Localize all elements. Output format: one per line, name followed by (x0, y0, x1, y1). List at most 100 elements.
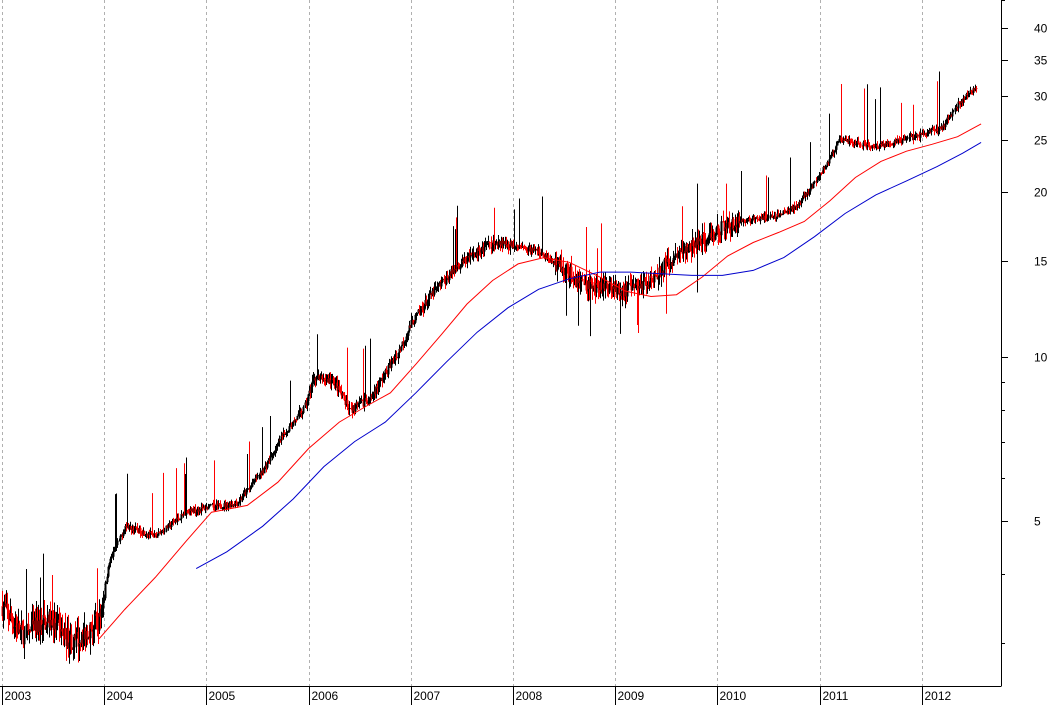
candle-body (395, 356, 398, 359)
candle-body (667, 258, 670, 263)
candle-body (642, 280, 645, 290)
x-tick-label-2011: 2011 (823, 689, 849, 703)
candle-body (207, 506, 210, 510)
candle-body (897, 139, 900, 142)
candle-body (581, 278, 584, 280)
candle-body (951, 111, 954, 117)
candle-body (115, 545, 118, 548)
candle-body (480, 249, 483, 253)
candle-body (457, 265, 460, 267)
candle-body (816, 180, 819, 183)
candle-body (825, 165, 828, 167)
candle-body (300, 410, 303, 415)
candle-body (924, 133, 927, 135)
candle-body (723, 221, 726, 231)
candle-body (608, 284, 611, 293)
candle-body (250, 486, 253, 488)
candle-body (275, 447, 278, 451)
candle-body (405, 336, 408, 341)
candle-body (11, 618, 14, 624)
candle-body (426, 301, 429, 305)
candle-body (379, 379, 382, 382)
candle-body (570, 266, 573, 279)
candle-body (212, 504, 215, 508)
moving-average-fast-line (98, 123, 982, 640)
candle-body (167, 523, 170, 529)
candle-body (471, 254, 474, 256)
candle-body (45, 627, 48, 630)
candle-body (808, 191, 811, 195)
candle-body (154, 533, 157, 535)
candle-body (372, 393, 375, 396)
candle-body (892, 143, 895, 145)
candle-body (252, 480, 255, 483)
candle-body (6, 603, 9, 610)
candle-body (263, 467, 266, 474)
candle-body (461, 261, 464, 266)
candle-body (972, 88, 975, 93)
candle-body (443, 278, 446, 280)
y-tick-label-5: 5 (1034, 515, 1041, 529)
candle-body (919, 132, 922, 138)
candle-body (518, 245, 521, 249)
candle-body (237, 502, 240, 506)
candle-body (67, 628, 70, 648)
candle-body (285, 432, 288, 435)
candle-body (488, 241, 491, 243)
candle-body (70, 634, 73, 650)
candle-body (306, 401, 309, 406)
candle-body (408, 325, 411, 332)
candle-body (783, 210, 786, 212)
y-tick-label-15: 15 (1034, 255, 1048, 269)
candle-body (209, 504, 212, 506)
candle-body (267, 460, 270, 464)
candle-body (163, 531, 166, 533)
candle-body (863, 142, 866, 144)
candle-body (21, 625, 24, 630)
candle-body (742, 219, 745, 222)
candle-body (627, 283, 630, 286)
candle-body (346, 400, 349, 405)
candle-body (18, 623, 21, 633)
candle-body (610, 283, 613, 291)
candle-body (165, 525, 168, 532)
candle-body (507, 244, 510, 248)
candle-body (203, 507, 206, 510)
candle-body (626, 285, 629, 297)
candle-body (46, 621, 49, 628)
candle-body (831, 151, 834, 156)
candle-body (952, 110, 955, 112)
candle-body (966, 93, 969, 96)
candle-body (789, 207, 792, 211)
candle-body (64, 628, 67, 640)
candle-body (573, 277, 576, 281)
candle-body (195, 512, 198, 514)
candle-body (566, 263, 569, 265)
candle-body (310, 386, 313, 393)
candle-body (249, 487, 252, 490)
candle-body (235, 502, 238, 504)
candle-body (678, 250, 681, 254)
candle-body (589, 279, 592, 290)
candle-body (745, 221, 748, 223)
candle-body (701, 234, 704, 244)
candle-body (812, 182, 815, 188)
candle-body (478, 247, 481, 252)
candle-body (116, 541, 119, 546)
candle-body (857, 141, 860, 144)
candle-body (398, 348, 401, 353)
x-axis-ticks: 2003 2004 2005 2006 2007 2008 2009 2010 2011 2012 (2, 686, 952, 705)
candle-body (421, 307, 424, 309)
candle-body (801, 198, 804, 201)
candle-body (10, 613, 13, 619)
candle-body (848, 139, 851, 144)
candle-body (866, 143, 869, 148)
candle-body (464, 258, 467, 262)
candle-body (965, 93, 968, 99)
candle-body (904, 139, 907, 141)
candle-body (596, 283, 599, 285)
candle-body (703, 234, 706, 245)
candle-body (441, 278, 444, 282)
candle-body (179, 518, 182, 521)
candle-body (397, 352, 400, 359)
